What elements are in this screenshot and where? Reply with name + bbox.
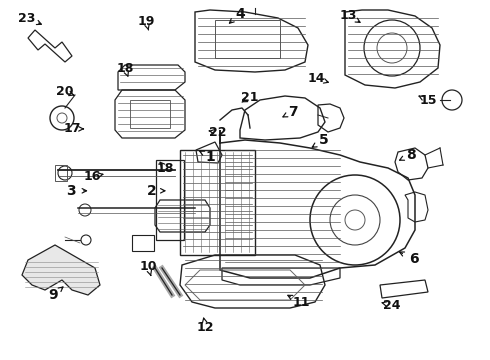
Text: 7: 7 <box>288 105 298 118</box>
Text: 20: 20 <box>56 85 74 98</box>
Text: 4: 4 <box>235 7 245 21</box>
Text: 24: 24 <box>383 299 401 312</box>
Text: 10: 10 <box>139 260 157 273</box>
Text: 22: 22 <box>209 126 227 139</box>
Text: 5: 5 <box>318 134 328 147</box>
Text: 18: 18 <box>116 62 134 75</box>
Bar <box>132 235 154 251</box>
Text: 13: 13 <box>339 9 357 22</box>
Text: 23: 23 <box>18 12 36 24</box>
Text: 19: 19 <box>137 15 155 28</box>
Text: 6: 6 <box>409 252 419 266</box>
Bar <box>215 20 280 58</box>
Bar <box>130 100 170 128</box>
Text: 11: 11 <box>293 296 310 309</box>
Text: 21: 21 <box>241 91 259 104</box>
Bar <box>180 150 255 255</box>
Text: 14: 14 <box>307 72 325 85</box>
Bar <box>156 160 184 240</box>
Bar <box>55 165 67 181</box>
Text: 18: 18 <box>157 162 174 175</box>
Text: 16: 16 <box>83 170 101 183</box>
Text: 9: 9 <box>48 288 58 302</box>
Text: 12: 12 <box>197 321 215 334</box>
Text: 2: 2 <box>147 184 157 198</box>
Text: 17: 17 <box>64 122 81 135</box>
Text: 15: 15 <box>420 94 438 107</box>
Text: 1: 1 <box>206 150 216 163</box>
Text: 8: 8 <box>406 148 416 162</box>
Text: 3: 3 <box>66 184 76 198</box>
Polygon shape <box>22 245 100 295</box>
